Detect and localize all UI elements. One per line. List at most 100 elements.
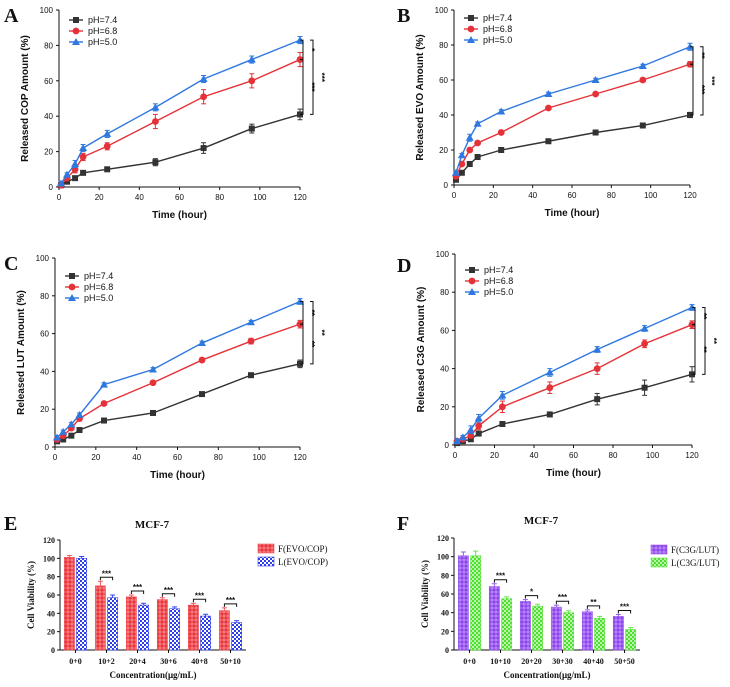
panel-letter-e: E [4,513,17,535]
legend-marker-ph-6-8 [467,25,475,33]
significance-bracket [192,598,207,603]
data-point-ph-5-0 [79,144,88,152]
y-tick-label: 60 [439,76,448,85]
x-tick-label: 50+50 [614,657,635,666]
data-point-ph-7-4 [594,396,601,403]
x-tick-label: 30+30 [552,657,573,666]
series-line-ph-7-4 [56,363,301,442]
line-chart-c3g-release: 0 20 40 60 80 100 0 20 40 60 80 100 120 Time (hour) Re… [416,250,718,479]
x-tick-label: 50+10 [220,657,241,666]
x-tick-label: 120 [683,191,697,200]
legend-label-ph-5-0: pH=5.0 [88,37,117,47]
legend-marker-ph-7-4 [469,267,475,273]
significance-bracket-ph50-ph68-label: ** [699,313,708,320]
data-point-ph-6-8 [545,104,552,112]
y-tick-label: 60 [44,77,53,86]
y-tick-label: 100 [43,554,55,563]
legend-label-ph-6-8: pH=6.8 [84,282,113,292]
significance-label: *** [102,569,112,578]
y-tick-label: 20 [47,628,55,637]
data-point-ph-7-4 [64,178,71,185]
significance-label: *** [164,586,174,595]
x-tick-label: 80 [214,453,223,462]
significance-bracket-ph50-ph74 [310,39,314,115]
data-point-ph-6-8 [641,340,648,348]
x-tick-label: 20+4 [129,657,146,666]
data-point-ph-7-4 [466,161,473,167]
line-chart-cop-release: 0 20 40 60 80 100 0 20 40 60 80 100 120 Time (hour) Re… [20,6,326,221]
y-axis-title: Cell Viability (%) [420,560,430,628]
x-tick-label: 0 [53,453,58,462]
data-point-ph-5-0 [75,410,84,418]
x-tick-label: 10+2 [98,657,115,666]
x-tick-label: 100 [644,191,658,200]
data-point-ph-5-0 [466,425,475,433]
legend-marker-ph-7-4 [73,17,79,23]
data-point-ph-5-0 [198,339,206,347]
legend-label-ph-7-4: pH=7.4 [88,15,117,25]
legend-marker-ph-6-8 [468,277,476,285]
data-point-ph-5-0 [593,345,602,353]
bar-f-c3g-lut [581,611,593,651]
x-tick-label: 120 [293,193,307,202]
series-line-ph-5-0 [455,46,691,173]
data-point-ph-6-8 [152,118,159,125]
significance-bracket-ph68-ph74-label: ** [699,346,708,353]
bar-l-evo-cop [76,558,88,651]
data-point-ph-7-4 [458,169,465,176]
legend-label-ph-7-4: pH=7.4 [484,265,513,275]
data-point-ph-6-8 [474,139,481,147]
legend-label-ph-5-0: pH=5.0 [483,35,512,45]
legend-swatch-f-c3g-lut [650,544,668,555]
y-axis-title: Cell Viability (%) [26,561,36,629]
x-tick-label: 60 [175,193,184,202]
x-tick-label: 40 [135,193,144,202]
significance-bracket [524,595,539,599]
x-tick-label: 0 [57,193,62,202]
data-point-ph-5-0 [149,365,157,373]
legend-label-l-c3g-lut: L(C3G/LUT) [671,558,720,568]
bar-f-evo-cop [187,604,199,651]
bar-f-c3g-lut [488,586,500,651]
data-point-ph-7-4 [76,426,83,433]
data-point-ph-5-0 [53,433,62,441]
x-tick-label: 120 [293,453,307,462]
y-axis-title: Released C3G Amount (%) [416,287,427,413]
x-tick-label: 0 [453,451,458,460]
x-axis-title: Time (hour) [150,470,205,481]
y-tick-label: 40 [440,365,449,374]
x-tick-label: 40+8 [191,657,208,666]
x-tick-label: 20 [95,193,104,202]
data-point-ph-7-4 [80,169,87,176]
data-point-ph-5-0 [545,368,554,376]
data-point-ph-7-4 [452,176,459,183]
y-tick-label: 0 [445,441,450,450]
y-tick-label: 40 [44,112,53,121]
y-tick-label: 120 [43,536,55,545]
bar-f-evo-cop [218,610,230,651]
x-tick-label: 60 [568,191,577,200]
significance-label: * [530,588,534,597]
legend-swatch-l-c3g-lut [650,557,668,568]
series-line-ph-7-4 [455,114,691,181]
panel-letter-b: B [397,5,410,27]
bar-l-c3g-lut [594,617,606,651]
y-tick-label: 80 [47,573,55,582]
panel-letter-a: A [4,5,19,27]
panel-letter-d: D [397,255,411,277]
series-line-ph-6-8 [56,323,301,441]
bar-f-evo-cop [63,557,75,651]
data-point-ph-7-4 [68,432,75,439]
data-point-ph-5-0 [71,159,80,167]
data-point-ph-7-4 [467,436,474,443]
data-point-ph-6-8 [103,142,111,150]
legend-marker-ph-5-0 [467,36,475,43]
y-tick-label: 80 [440,288,449,297]
y-tick-label: 80 [40,292,49,301]
data-point-ph-6-8 [466,146,474,154]
data-point-ph-6-8 [497,129,505,136]
y-axis-title: Released EVO Amount (%) [415,34,426,160]
y-tick-label: 80 [439,41,448,50]
data-point-ph-5-0 [247,55,256,63]
significance-bracket-ph68-ph74-label: ** [307,341,316,348]
